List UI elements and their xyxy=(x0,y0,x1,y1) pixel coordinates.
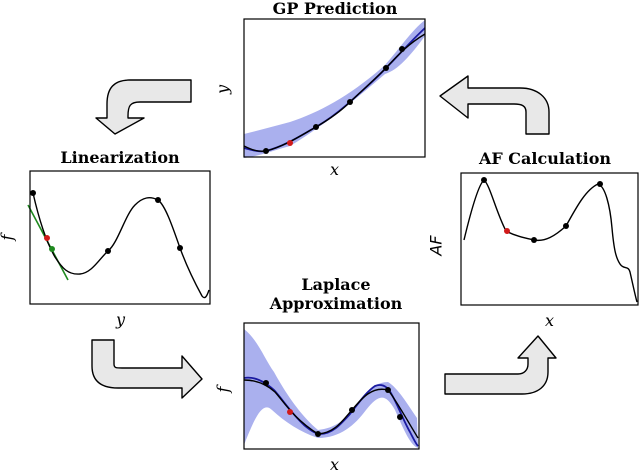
af-plot-frame xyxy=(460,172,639,306)
laplace-xlabel: x xyxy=(330,455,340,474)
lin-xlabel: y xyxy=(116,310,126,329)
lin-point xyxy=(155,197,161,203)
af-highlight-point xyxy=(504,228,510,234)
linearization-title: Linearization xyxy=(60,148,180,167)
curved-arrow-left-icon xyxy=(439,75,550,135)
gp-highlight-point xyxy=(287,140,293,146)
laplace-plot-frame xyxy=(243,322,420,450)
lin-tangent-point xyxy=(49,246,55,252)
gp-prediction-title: GP Prediction xyxy=(272,0,398,18)
laplace-point xyxy=(315,431,321,437)
lin-point xyxy=(30,190,36,196)
af-calculation-title: AF Calculation xyxy=(478,149,612,168)
gp-point xyxy=(347,99,353,105)
lin-plot-frame xyxy=(29,170,211,305)
af-point xyxy=(481,177,487,183)
lin-point xyxy=(177,245,183,251)
laplace-approximation-title: Laplace Approximation xyxy=(246,275,426,313)
af-xlabel: x xyxy=(545,311,555,330)
af-point xyxy=(531,237,537,243)
gp-prediction-panel xyxy=(243,18,426,158)
linearization-panel xyxy=(27,170,211,305)
gp-confidence-band xyxy=(244,20,425,158)
gp-point xyxy=(263,148,269,154)
laplace-highlight-point xyxy=(287,409,293,415)
gp-plot-frame xyxy=(243,18,426,158)
gp-point xyxy=(399,46,405,52)
lin-point xyxy=(105,248,111,254)
laplace-title-line1: Laplace xyxy=(301,275,371,294)
curved-arrow-right-icon xyxy=(91,339,203,399)
af-point xyxy=(563,223,569,229)
af-calculation-panel xyxy=(460,172,639,306)
gp-point xyxy=(313,124,319,130)
gp-xlabel: x xyxy=(330,160,340,179)
laplace-panel xyxy=(243,322,420,450)
lin-highlight-point xyxy=(44,235,50,241)
af-point xyxy=(597,181,603,187)
curved-arrow-up-icon xyxy=(444,335,557,395)
laplace-point xyxy=(397,414,403,420)
laplace-point xyxy=(263,380,269,386)
laplace-point xyxy=(385,387,391,393)
laplace-confidence-band xyxy=(244,329,418,448)
linearization-curve xyxy=(32,192,210,299)
af-curve xyxy=(463,179,638,303)
curved-arrow-down-icon xyxy=(95,79,192,135)
laplace-true-function xyxy=(243,379,419,439)
laplace-title-line2: Approximation xyxy=(269,294,403,313)
laplace-point xyxy=(349,407,355,413)
gp-point xyxy=(383,65,389,71)
